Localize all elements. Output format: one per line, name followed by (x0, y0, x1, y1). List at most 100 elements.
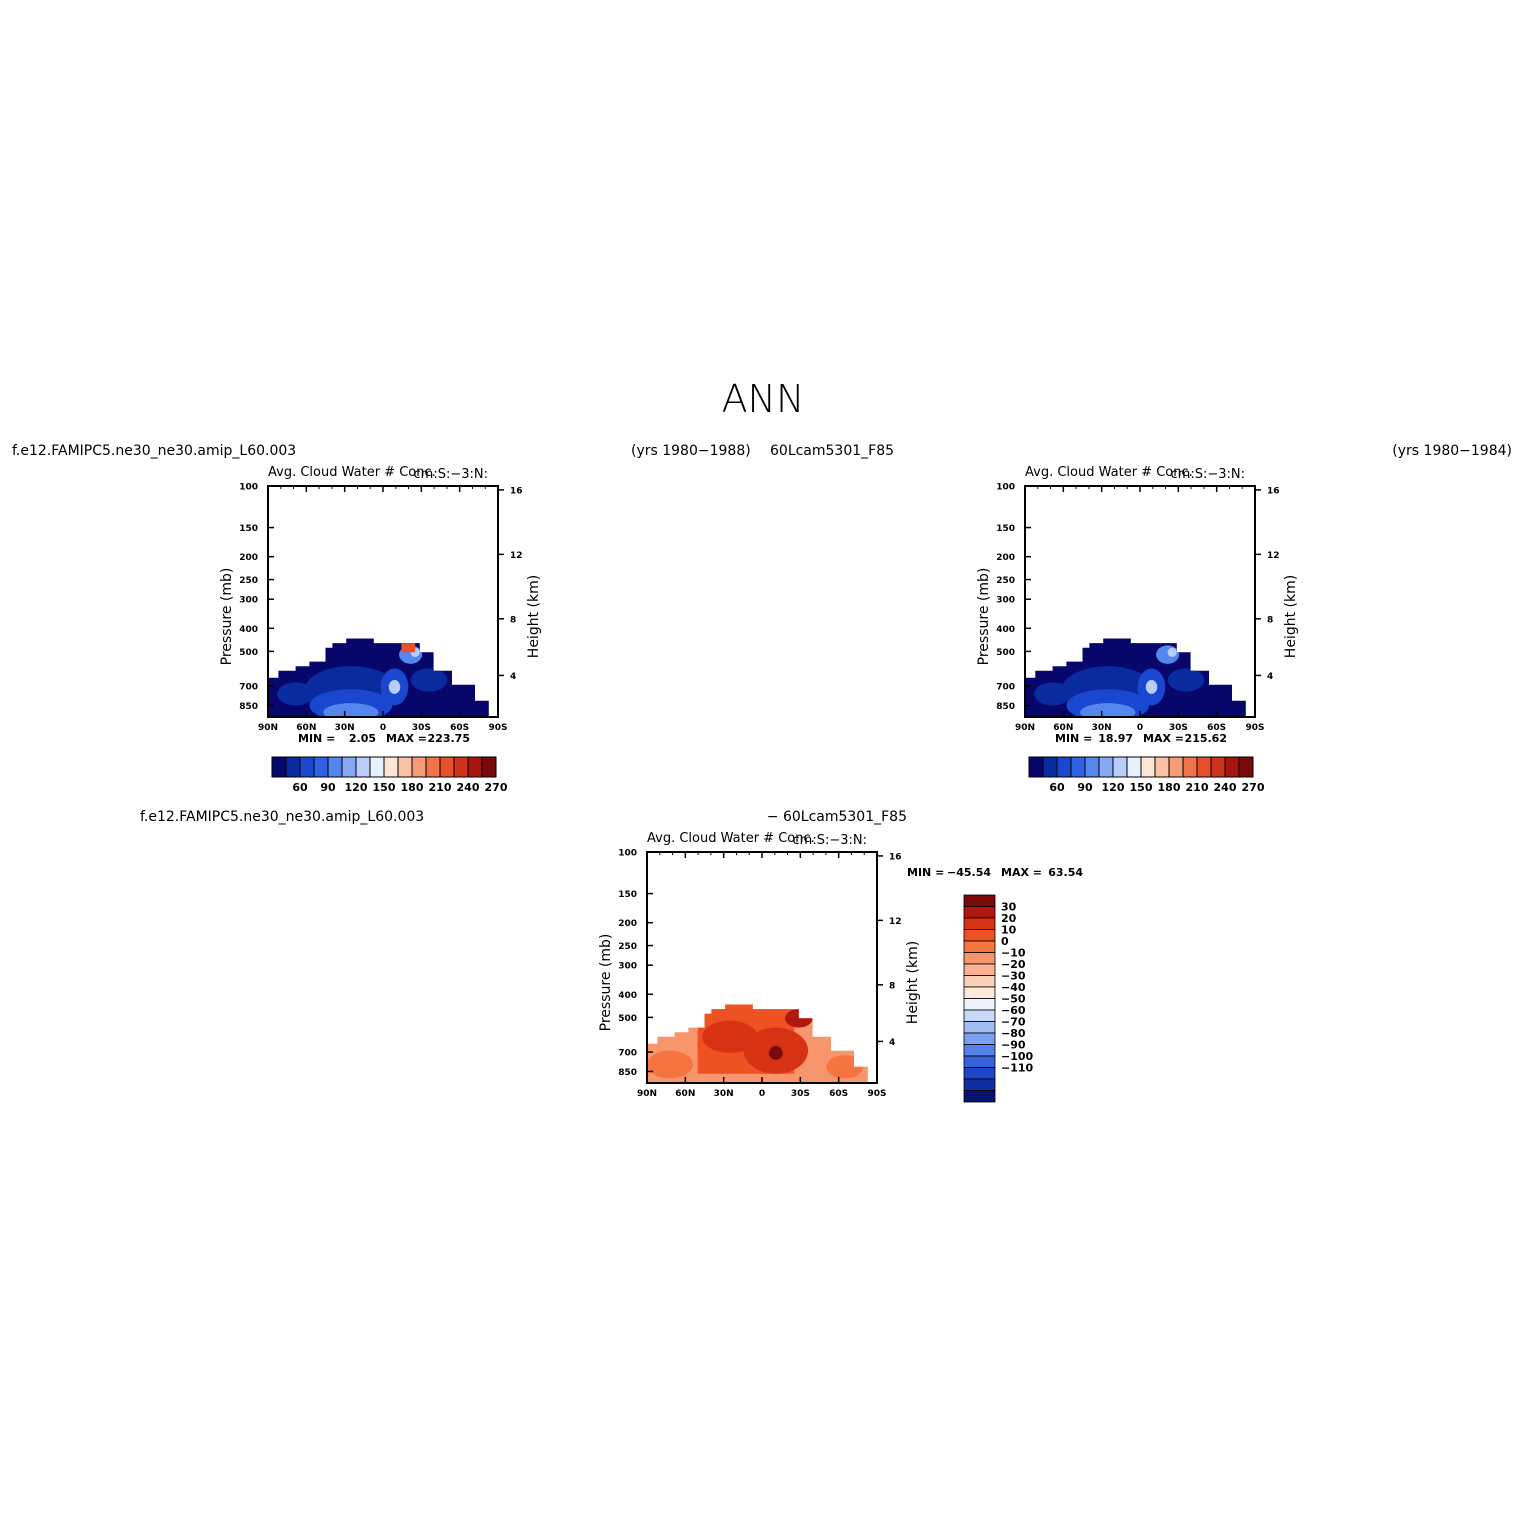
colorbar-label: 0 (1001, 935, 1009, 948)
x-tick-label: 90N (258, 723, 278, 733)
colorbar-swatch (963, 963, 996, 976)
y-axis-label: Pressure (mb) (219, 568, 235, 666)
colorbar-swatch (1084, 756, 1100, 778)
colorbar-swatch (327, 756, 343, 778)
y-tick-label: 100 (618, 849, 637, 859)
figure-title: ANN (722, 377, 805, 421)
y-tick-label: 700 (239, 683, 258, 693)
colorbar-swatch (963, 998, 996, 1011)
colorbar-label: 240 (457, 781, 480, 794)
min-label: MIN = (1055, 732, 1092, 745)
y-tick-label: 500 (618, 1014, 637, 1024)
colorbar-swatch (1154, 756, 1170, 778)
colorbar-label: −50 (1001, 993, 1026, 1006)
field-blob-d (1034, 682, 1071, 706)
colorbar-swatch (1182, 756, 1198, 778)
field-blob-i (1167, 668, 1205, 692)
max-label: MAX = (1143, 732, 1184, 745)
colorbar-label: 60 (292, 781, 308, 794)
colorbar-swatch (963, 1055, 996, 1068)
x-tick-label: 90S (488, 723, 507, 733)
colorbar-label: 120 (345, 781, 368, 794)
colorbar-swatch (963, 929, 996, 942)
field-blob-c (323, 703, 379, 717)
y-tick-label: 300 (996, 596, 1015, 606)
y-right-axis-label: Height (km) (526, 575, 542, 658)
y-right-tick-label: 8 (1267, 615, 1273, 625)
colorbar-swatch (963, 1032, 996, 1045)
y-right-tick-label: 12 (1267, 551, 1280, 561)
colorbar-label: −20 (1001, 958, 1026, 971)
colorbar-label: 150 (373, 781, 396, 794)
x-tick-label: 60S (450, 723, 469, 733)
colorbar-swatch (1140, 756, 1156, 778)
colorbar-swatch (1056, 756, 1072, 778)
min-value: 18.97 (1098, 732, 1133, 745)
x-tick-label: 0 (380, 723, 386, 733)
colorbar-label: 120 (1102, 781, 1125, 794)
x-tick-label: 30S (791, 1089, 810, 1099)
field-blob-h (1167, 647, 1177, 657)
colorbar-swatch (963, 1021, 996, 1034)
colorbar-label: 30 (1001, 901, 1017, 914)
y-right-axis-label: Height (km) (905, 941, 921, 1024)
y-tick-label: 700 (618, 1049, 637, 1059)
colorbar-label: 20 (1001, 912, 1017, 925)
colorbar-swatch (397, 756, 413, 778)
y-right-tick-label: 8 (510, 615, 516, 625)
colorbar-swatch (1224, 756, 1240, 778)
y-tick-label: 300 (618, 962, 637, 972)
colorbar-label: 240 (1214, 781, 1237, 794)
plot-title: Avg. Cloud Water # Conc. (647, 831, 815, 846)
max-value: 223.75 (428, 732, 470, 745)
colorbar-label: 180 (401, 781, 424, 794)
colorbar-label: −10 (1001, 947, 1026, 960)
x-tick-label: 0 (759, 1089, 765, 1099)
min-label: MIN = (907, 866, 944, 879)
colorbar-swatch (963, 975, 996, 988)
min-label: MIN = (298, 732, 335, 745)
y-tick-label: 200 (618, 919, 637, 929)
colorbar-label: −40 (1001, 981, 1026, 994)
colorbar-swatch (425, 756, 441, 778)
colorbar-label: 10 (1001, 924, 1017, 937)
colorbar-swatch (1126, 756, 1142, 778)
field-blob-c (1080, 703, 1136, 717)
min-value: −45.54 (947, 866, 991, 879)
x-tick-label: 90N (637, 1089, 657, 1099)
x-tick-label: 60N (675, 1089, 695, 1099)
plot-units: cm:S:−3:N: (414, 467, 488, 482)
y-tick-label: 400 (618, 991, 637, 1001)
x-tick-label: 30S (1169, 723, 1188, 733)
field-blob-f (1145, 680, 1158, 694)
y-right-tick-label: 4 (889, 1038, 895, 1048)
y-tick-label: 200 (996, 553, 1015, 563)
x-tick-label: 90S (867, 1089, 886, 1099)
y-right-tick-label: 12 (889, 917, 902, 927)
y-tick-label: 250 (239, 576, 258, 586)
colorbar-swatch (369, 756, 385, 778)
colorbar-swatch (467, 756, 483, 778)
colorbar-swatch (963, 1009, 996, 1022)
colorbar-swatch (285, 756, 301, 778)
y-right-tick-label: 4 (1267, 672, 1273, 682)
y-tick-label: 150 (618, 890, 637, 900)
colorbar-label: 210 (1186, 781, 1209, 794)
y-tick-label: 200 (239, 553, 258, 563)
y-axis-label: Pressure (mb) (598, 934, 614, 1032)
y-right-tick-label: 16 (510, 486, 523, 496)
colorbar-swatch (1168, 756, 1184, 778)
colorbar-swatch (1028, 756, 1044, 778)
y-right-tick-label: 16 (1267, 486, 1280, 496)
colorbar-swatch (963, 1078, 996, 1091)
y-tick-label: 700 (996, 683, 1015, 693)
max-label: MAX = (1001, 866, 1042, 879)
max-value: 215.62 (1185, 732, 1227, 745)
y-tick-label: 500 (239, 648, 258, 658)
y-axis-label: Pressure (mb) (976, 568, 992, 666)
colorbar-label: −90 (1001, 1039, 1026, 1052)
field-blob-i (410, 668, 448, 692)
colorbar-swatch (963, 1067, 996, 1080)
